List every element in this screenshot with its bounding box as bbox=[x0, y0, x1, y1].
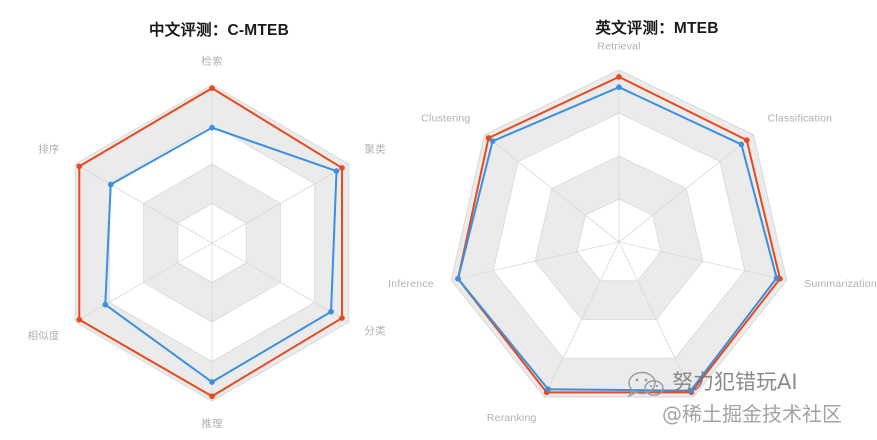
axis-label-ranking: 排序 bbox=[38, 143, 60, 156]
axis-label-inference: 推理 bbox=[201, 418, 223, 430]
panel-mteb: 英文评测：MTEB Retrieval Classification Summa… bbox=[388, 0, 877, 440]
axis-label-retrieval: Retrieval bbox=[597, 40, 641, 53]
radar-chart-mteb bbox=[450, 69, 788, 398]
axis-label-similarity: 相似度 bbox=[27, 330, 60, 342]
axis-label-clustering: 聚类 bbox=[364, 143, 386, 156]
axis-label-retrieval: 检索 bbox=[201, 55, 223, 68]
axis-label-inference: Inference bbox=[388, 278, 434, 291]
axis-label-classification: 分类 bbox=[364, 324, 386, 337]
page-title-c-mteb: 中文评测：C-MTEB bbox=[149, 22, 289, 39]
axis-label-summarization: Summarization bbox=[804, 278, 877, 291]
axis-label-reranking: Reranking bbox=[486, 412, 537, 425]
panel-c-mteb: 中文评测：C-MTEB 检索 聚类 分类 推理 相似度 排序 bbox=[0, 0, 438, 440]
page-title-mteb: 英文评测：MTEB bbox=[595, 20, 719, 37]
axis-label-classification: Classification bbox=[767, 112, 833, 125]
radar-chart-c-mteb bbox=[74, 84, 350, 402]
axis-label-clustering: Clustering bbox=[421, 112, 471, 125]
